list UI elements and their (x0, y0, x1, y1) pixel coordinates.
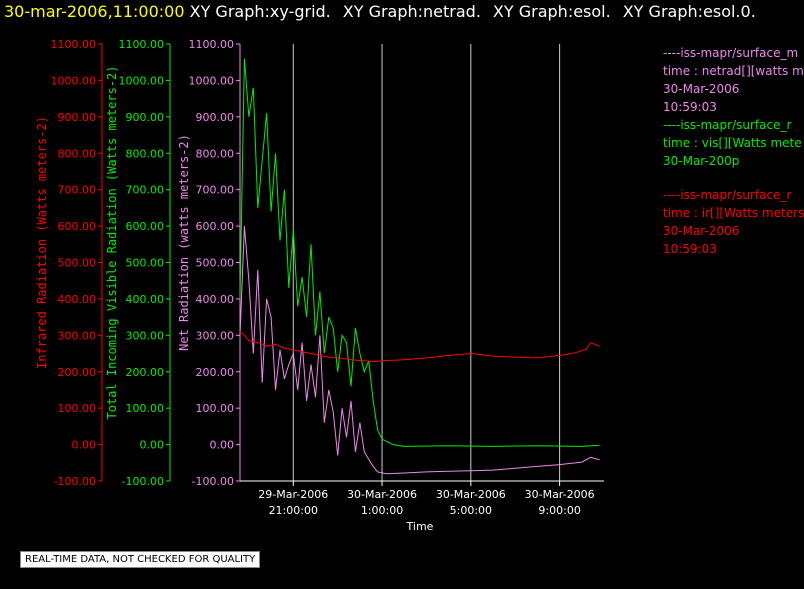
legend-line: ----iss-mapr/surface_r (663, 188, 792, 202)
y-tick-label: 700.00 (196, 184, 235, 197)
legend-entry-ir: ----iss-mapr/surface_r time : ir[][Watts… (663, 186, 804, 258)
series-line-ir (239, 331, 600, 363)
y-tick-label: 600.00 (126, 220, 165, 233)
title-graph-3: XY Graph:esol. (492, 2, 611, 21)
legend-entry-net: ----iss-mapr/surface_m time : netrad[][w… (663, 44, 804, 116)
y-tick-label: 500.00 (196, 257, 235, 270)
y-tick-label: 900.00 (196, 111, 235, 124)
y-tick-label: 600.00 (196, 220, 235, 233)
y-tick-label: 200.00 (196, 366, 235, 379)
y-tick-label: 100.00 (196, 402, 235, 415)
legend-line: time : ir[][Watts meters (663, 206, 804, 220)
x-axis-title: Time (406, 520, 434, 533)
y-axis-title: Net Radiation (watts meters-2) (177, 134, 191, 351)
legend-line: 10:59:03 (663, 100, 717, 114)
x-tick-label: 30-Mar-2006 (347, 488, 417, 501)
y-tick-label: 700.00 (58, 184, 97, 197)
y-tick-label: 300.00 (196, 329, 235, 342)
x-tick-label: 9:00:00 (538, 504, 580, 517)
y-tick-label: 200.00 (58, 366, 97, 379)
y-tick-label: -100.00 (192, 475, 234, 488)
y-tick-label: 100.00 (126, 402, 165, 415)
y-tick-label: 100.00 (58, 402, 97, 415)
y-tick-label: -100.00 (122, 475, 164, 488)
y-tick-label: 1000.00 (189, 74, 235, 87)
quality-notice: REAL-TIME DATA, NOT CHECKED FOR QUALITY (20, 551, 261, 568)
x-tick-label: 30-Mar-2006 (525, 488, 595, 501)
y-tick-label: 1100.00 (119, 38, 165, 51)
y-tick-label: 1000.00 (51, 74, 97, 87)
legend-line: time : netrad[][watts m (663, 64, 804, 78)
y-tick-label: 200.00 (126, 366, 165, 379)
title-graph-1: XY Graph:xy-grid. (189, 2, 331, 21)
legend-entry-vis: ----iss-mapr/surface_r time : vis[][Watt… (663, 116, 804, 170)
series-line-net (239, 226, 600, 475)
y-tick-label: 500.00 (126, 257, 165, 270)
y-tick-label: 600.00 (58, 220, 97, 233)
y-tick-label: 700.00 (126, 184, 165, 197)
y-tick-label: 800.00 (58, 147, 97, 160)
x-tick-label: 30-Mar-2006 (436, 488, 506, 501)
y-tick-label: 800.00 (196, 147, 235, 160)
y-tick-label: 400.00 (58, 293, 97, 306)
legend-line: 30-Mar-2006 (663, 82, 740, 96)
y-tick-label: 900.00 (58, 111, 97, 124)
y-tick-label: 300.00 (58, 329, 97, 342)
title-graph-4: XY Graph:esol.0. (622, 2, 756, 21)
y-tick-label: 500.00 (58, 257, 97, 270)
y-tick-label: 0.00 (140, 439, 165, 452)
series-line-vis (239, 58, 600, 447)
y-tick-label: 400.00 (196, 293, 235, 306)
y-axis-title: Infrared Radiation (Watts meters-2) (35, 116, 49, 369)
legend-line: 30-Mar-2006 (663, 224, 740, 238)
y-tick-label: 1100.00 (51, 38, 97, 51)
title-time: 30-mar-2006,11:00:00 (4, 2, 185, 21)
y-tick-label: 400.00 (126, 293, 165, 306)
chart-title: 30-mar-2006,11:00:00 XY Graph:xy-grid. XY… (4, 2, 768, 22)
title-graph-2: XY Graph:netrad. (342, 2, 481, 21)
y-tick-label: -100.00 (54, 475, 96, 488)
legend-line: ----iss-mapr/surface_m (663, 46, 799, 60)
legend-line: 10:59:03 (663, 242, 717, 256)
y-tick-label: 1000.00 (119, 74, 165, 87)
y-tick-label: 0.00 (72, 439, 97, 452)
y-tick-label: 1100.00 (189, 38, 235, 51)
y-tick-label: 800.00 (126, 147, 165, 160)
legend-line: 30-Mar-200p (663, 154, 740, 168)
x-tick-label: 5:00:00 (450, 504, 492, 517)
legend-line: time : vis[][Watts mete (663, 136, 802, 150)
y-axis-title: Total Incoming Visible Radiation (Watts … (105, 65, 119, 419)
x-tick-label: 21:00:00 (269, 504, 318, 517)
x-tick-label: 1:00:00 (361, 504, 403, 517)
y-tick-label: 0.00 (210, 439, 235, 452)
y-tick-label: 900.00 (126, 111, 165, 124)
y-tick-label: 300.00 (126, 329, 165, 342)
legend-line: ----iss-mapr/surface_r (663, 118, 792, 132)
x-tick-label: 29-Mar-2006 (258, 488, 328, 501)
